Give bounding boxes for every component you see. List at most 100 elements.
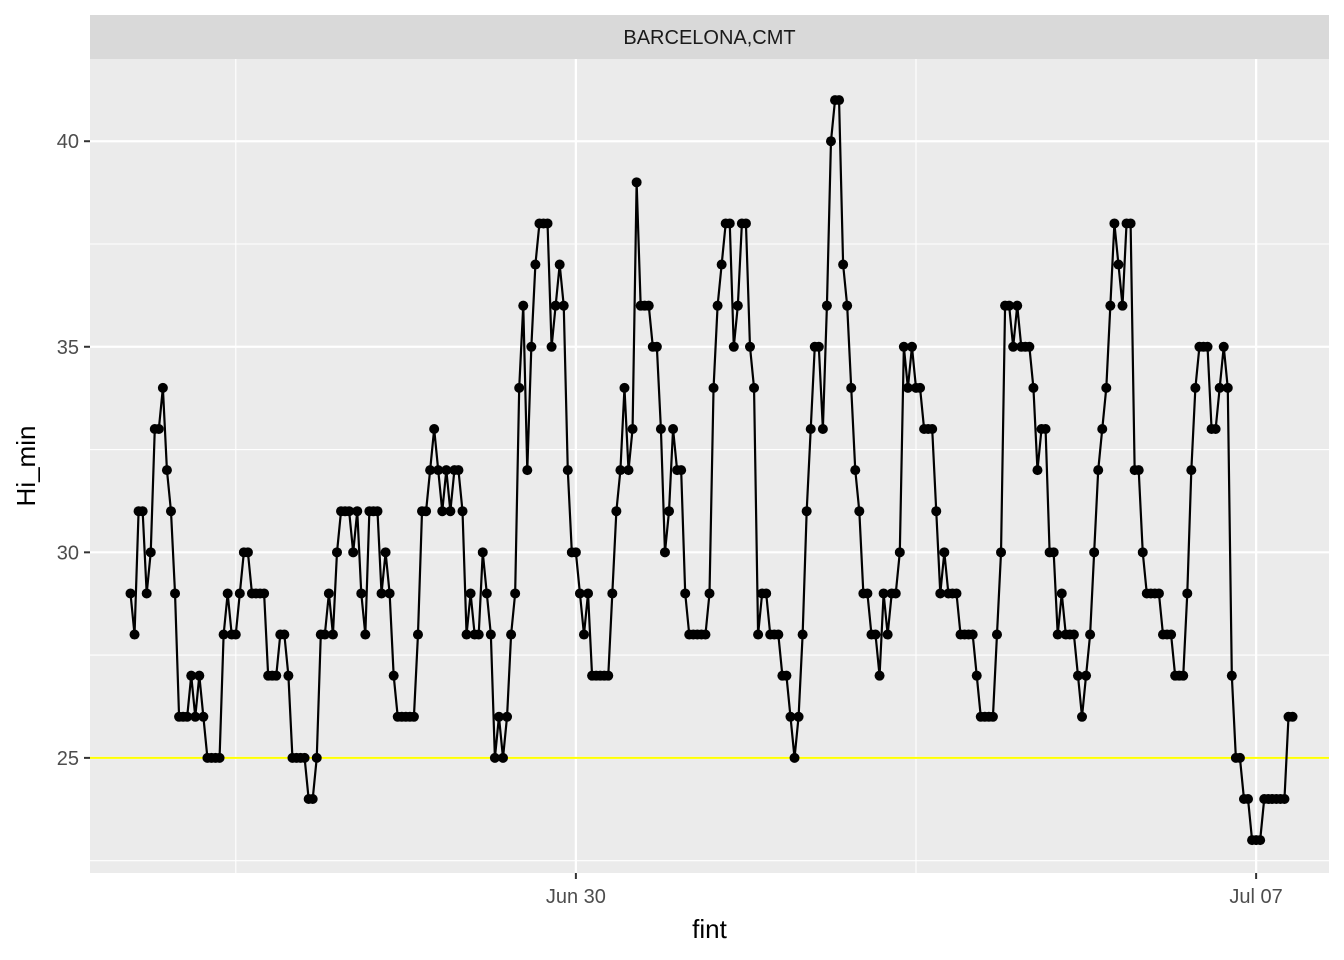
data-point	[797, 629, 808, 640]
data-point	[550, 300, 561, 311]
data-point	[214, 752, 225, 763]
data-point	[574, 588, 585, 599]
data-point	[1072, 670, 1083, 681]
data-point	[437, 506, 448, 517]
data-point	[813, 341, 824, 352]
data-point	[1056, 588, 1067, 599]
data-point	[761, 588, 772, 599]
data-point	[1068, 629, 1079, 640]
data-point	[1085, 629, 1096, 640]
data-point	[676, 465, 687, 476]
data-point	[502, 711, 513, 722]
data-point	[728, 341, 739, 352]
data-point	[1287, 711, 1298, 722]
data-point	[1105, 300, 1116, 311]
data-point	[603, 670, 614, 681]
data-point	[1234, 752, 1245, 763]
data-point	[129, 629, 140, 640]
data-point	[481, 588, 492, 599]
data-point	[489, 752, 500, 763]
data-point	[854, 506, 865, 517]
data-point	[659, 547, 670, 558]
data-point	[1255, 835, 1266, 846]
data-point	[1048, 547, 1059, 558]
data-point	[1101, 382, 1112, 393]
data-point	[1113, 259, 1124, 270]
data-point	[611, 506, 622, 517]
data-point	[372, 506, 383, 517]
panel-strip-title: BARCELONA,CMT	[623, 27, 795, 49]
x-tick-label: Jul 07	[1229, 886, 1282, 908]
data-point	[348, 547, 359, 558]
data-point	[222, 588, 233, 599]
data-point	[259, 588, 270, 599]
data-point	[198, 711, 209, 722]
data-point	[878, 588, 889, 599]
data-point	[331, 547, 342, 558]
data-point	[283, 670, 294, 681]
data-point	[655, 424, 666, 434]
data-point	[457, 506, 468, 517]
y-tick-label: 40	[57, 131, 79, 153]
data-point	[1097, 424, 1108, 434]
data-point	[882, 629, 893, 640]
data-point	[906, 341, 917, 352]
data-point	[384, 588, 395, 599]
data-point	[773, 629, 784, 640]
data-point	[554, 259, 565, 270]
data-point	[834, 95, 845, 106]
data-point	[1109, 218, 1120, 229]
data-point	[186, 670, 197, 681]
data-point	[352, 506, 363, 517]
data-point	[781, 670, 792, 681]
data-point	[927, 424, 938, 434]
data-point	[700, 629, 711, 640]
data-point	[838, 259, 849, 270]
data-point	[789, 752, 800, 763]
data-point	[664, 506, 675, 517]
data-point	[542, 218, 553, 229]
data-point	[558, 300, 569, 311]
data-point	[510, 588, 521, 599]
data-point	[583, 588, 594, 599]
data-point	[1032, 465, 1043, 476]
data-point	[1077, 711, 1088, 722]
data-point	[987, 711, 998, 722]
data-point	[801, 506, 812, 517]
data-point	[1243, 794, 1254, 804]
data-point	[870, 629, 881, 640]
data-point	[1117, 300, 1128, 311]
x-tick-label: Jun 30	[546, 886, 606, 908]
data-point	[299, 752, 310, 763]
data-point	[562, 465, 573, 476]
data-point	[441, 465, 452, 476]
data-point	[890, 588, 901, 599]
data-point	[1178, 670, 1189, 681]
data-point	[125, 588, 136, 599]
data-point	[319, 629, 330, 640]
data-point	[619, 382, 630, 393]
data-point	[850, 465, 861, 476]
plot-panel	[90, 59, 1329, 873]
data-point	[578, 629, 589, 640]
data-point	[732, 300, 743, 311]
data-point	[805, 424, 816, 434]
data-point	[279, 629, 290, 640]
data-point	[971, 670, 982, 681]
data-point	[323, 588, 334, 599]
data-point	[445, 506, 456, 517]
data-point	[412, 629, 423, 640]
data-point	[141, 588, 152, 599]
panel-strip	[90, 15, 1329, 59]
data-point	[704, 588, 715, 599]
data-point	[744, 341, 755, 352]
data-point	[939, 547, 950, 558]
data-point	[1040, 424, 1051, 434]
y-axis-title: Hi_min	[11, 426, 41, 507]
data-point	[825, 136, 836, 147]
data-point	[967, 629, 978, 640]
data-point	[1089, 547, 1100, 558]
data-point	[1081, 670, 1092, 681]
data-point	[874, 670, 885, 681]
data-point	[1202, 341, 1213, 352]
